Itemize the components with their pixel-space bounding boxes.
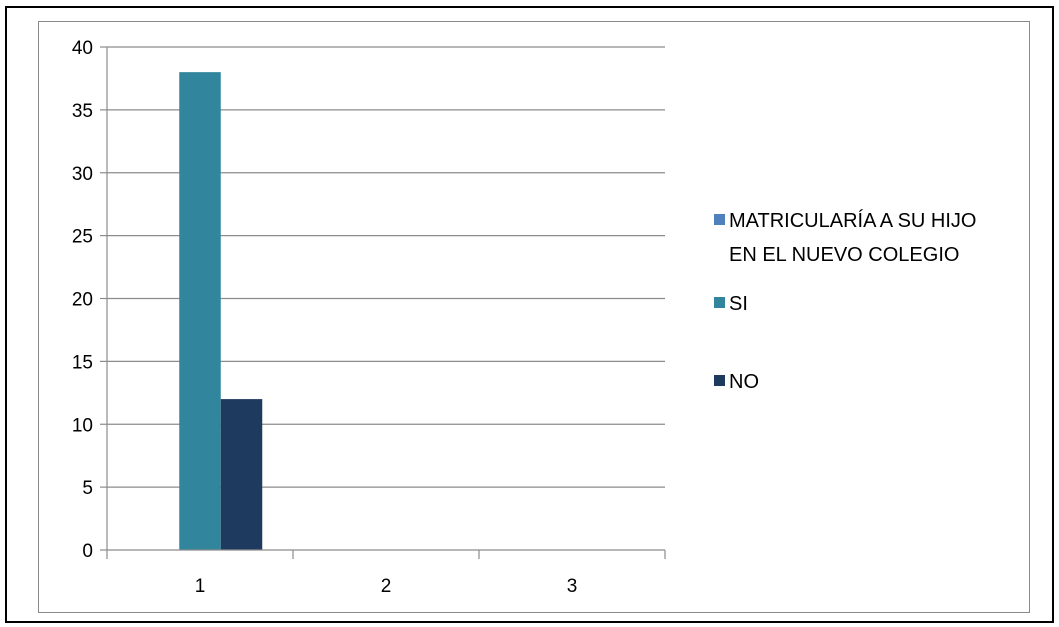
y-tick-label: 15 [72, 352, 93, 373]
y-tick-label: 40 [72, 38, 93, 59]
chart-area [38, 21, 1030, 613]
legend-label: SI [729, 293, 748, 315]
legend-swatch [714, 297, 725, 308]
legend: MATRICULARÍA A SU HIJO EN EL NUEVO COLEGI… [714, 209, 976, 393]
legend-swatch [714, 375, 725, 386]
y-tick-label: 5 [82, 478, 93, 499]
y-tick-label: 20 [72, 290, 93, 311]
y-tick-label: 35 [72, 101, 93, 122]
legend-label: NO [729, 371, 759, 393]
legend-swatch [714, 214, 725, 225]
y-tick-label: 10 [72, 415, 93, 436]
axes: 0 5 10 15 20 25 30 35 40 1 2 3 [72, 38, 666, 597]
legend-label: MATRICULARÍA A SU HIJO EN EL NUEVO COLEGI… [729, 209, 976, 266]
y-tick-label: 0 [82, 541, 93, 562]
x-tick-label: 1 [195, 576, 206, 597]
x-tick-label: 3 [567, 576, 578, 597]
y-tick-label: 30 [72, 164, 93, 185]
x-tick-label: 2 [381, 576, 392, 597]
bar-si-cat-1 [179, 72, 221, 551]
y-tick-label: 25 [72, 227, 93, 248]
bars [179, 72, 263, 551]
bar-no-cat-1 [220, 399, 263, 550]
